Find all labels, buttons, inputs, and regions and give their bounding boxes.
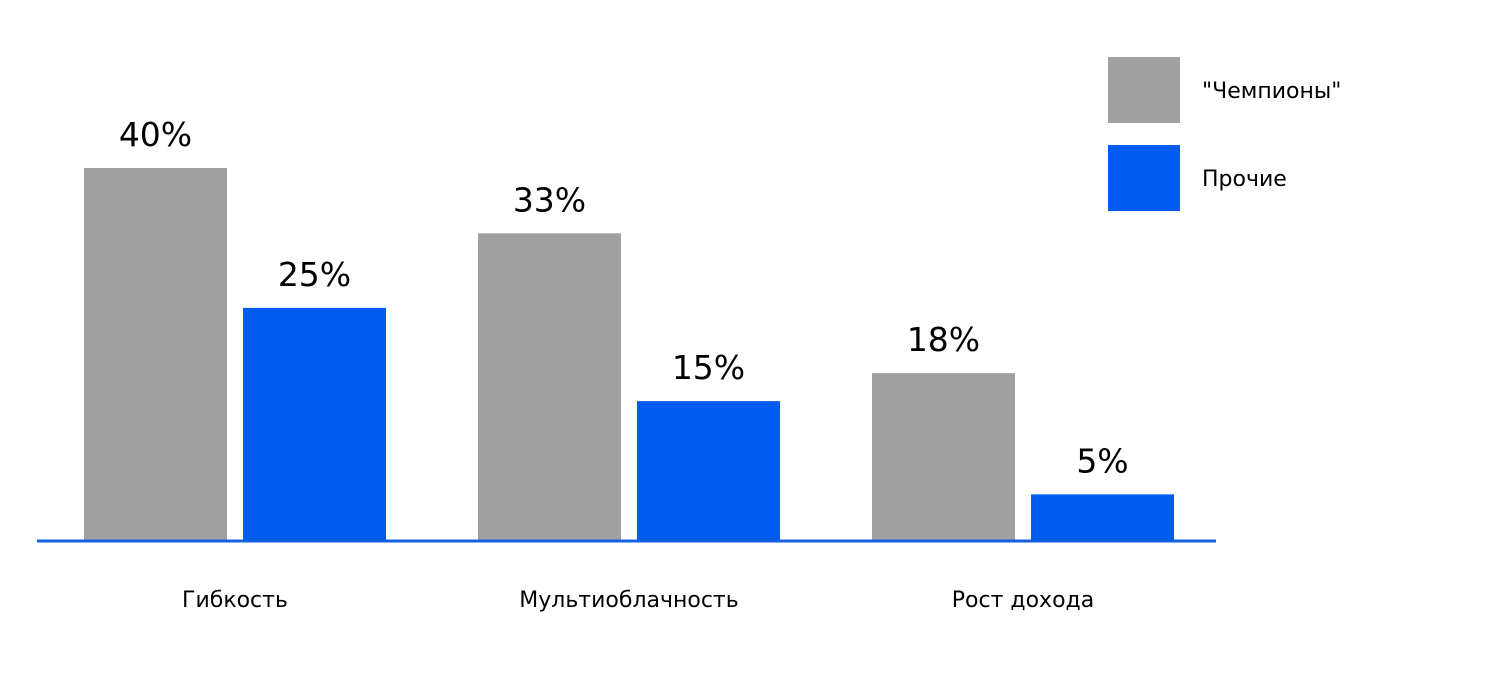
legend-swatch-series-2: [1108, 145, 1180, 211]
legend-swatch-series-1: [1108, 57, 1180, 123]
value-label-series-2-гибкость: 25%: [278, 255, 351, 294]
category-label-мультиоблачность: Мультиоблачность: [519, 588, 738, 613]
category-label-гибкость: Гибкость: [182, 588, 288, 613]
value-label-series-1-мультиоблачность: 33%: [513, 180, 586, 219]
bar-series-1-гибкость: [84, 168, 227, 541]
bar-series-2-рост-дохода: [1031, 494, 1174, 541]
value-label-series-2-рост-дохода: 5%: [1076, 441, 1128, 480]
bar-series-1-рост-дохода: [872, 373, 1015, 541]
legend-label-series-1: "Чемпионы": [1202, 79, 1341, 104]
value-label-series-1-рост-дохода: 18%: [907, 320, 980, 359]
legend-label-series-2: Прочие: [1202, 167, 1287, 192]
bar-series-1-мультиоблачность: [478, 233, 621, 541]
value-label-series-2-мультиоблачность: 15%: [672, 348, 745, 387]
bars-layer: [84, 168, 1174, 541]
bar-series-2-мультиоблачность: [637, 401, 780, 541]
category-labels-layer: Гибкость Мультиоблачность Рост дохода: [182, 588, 1094, 613]
legend: "Чемпионы" Прочие: [1108, 57, 1341, 211]
bar-series-2-гибкость: [243, 307, 386, 541]
value-labels-layer: 40% 25% 33% 15% 18% 5%: [119, 115, 1129, 480]
value-label-series-1-гибкость: 40%: [119, 115, 192, 154]
category-label-рост-дохода: Рост дохода: [952, 588, 1094, 613]
